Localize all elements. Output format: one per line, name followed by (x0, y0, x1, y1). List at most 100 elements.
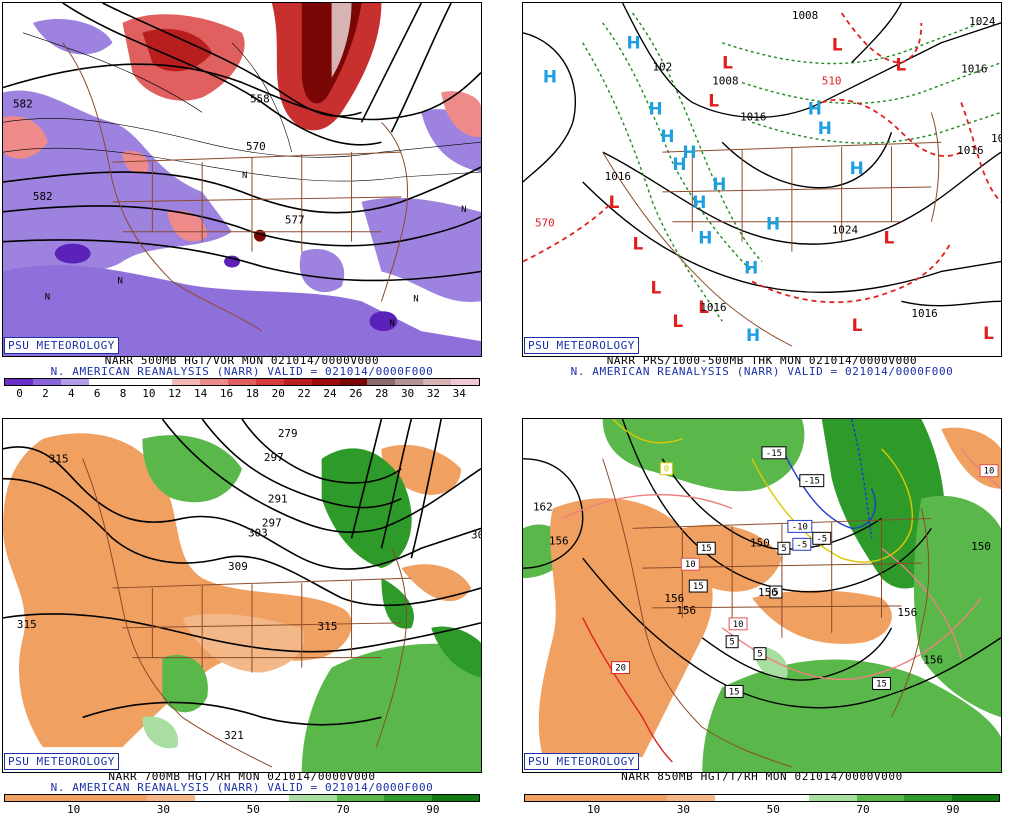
low-pressure-letter: L (609, 192, 620, 212)
contour-label: 309 (471, 528, 481, 541)
isobar-label: 1008 (712, 75, 738, 88)
temperature-value-label: 5 (781, 544, 786, 554)
colorbar-swatch (289, 795, 337, 801)
temperature-value-box (659, 462, 673, 476)
vorticity-min-letter: N (461, 205, 466, 215)
panel-700mb-hgt-rh: 315 279 297 291 297 303 309 309 315 315 … (2, 418, 482, 818)
high-pressure-letter: H (692, 192, 706, 212)
colorbar-tick-label: 30 (676, 803, 691, 816)
colorbar-tick-label: 34 (452, 387, 466, 400)
isobar-label: 1016 (961, 63, 987, 76)
colorbar-swatch (60, 379, 89, 385)
panel-850mb-hgt-t-rh: -15 -15 -10 -5 15 15 10 10 5 5 5 15 0 10 20 -5 15 5 162 1… (522, 418, 1002, 818)
high-pressure-letter: H (682, 142, 696, 162)
panel-subtitle: N. AMERICAN REANALYSIS (NARR) VALID = 02… (50, 781, 434, 794)
colorbar-swatch (88, 379, 117, 385)
low-pressure-letter: L (852, 315, 863, 335)
temperature-value-box (696, 541, 716, 555)
colorbar-tick-label: 12 (168, 387, 182, 400)
isobar-label: 1008 (792, 9, 818, 22)
low-pressure-letter: L (832, 35, 843, 55)
vorticity-colorbar (4, 378, 480, 386)
low-pressure-letter: L (708, 90, 719, 110)
temperature-value-label: -5 (816, 534, 827, 544)
isobar-label: 1024 (969, 15, 996, 28)
colorbar-swatch (431, 795, 480, 801)
temperature-value-label: 10 (685, 560, 696, 570)
colorbar-swatch (339, 379, 368, 385)
high-pressure-letter: H (543, 67, 557, 87)
low-pressure-letter: L (672, 311, 683, 331)
temperature-value-label: -10 (792, 522, 808, 532)
isobar-label: 1016 (911, 307, 937, 320)
colorbar-swatch (255, 379, 284, 385)
temperature-value-label: 15 (693, 582, 704, 592)
high-pressure-letter: H (660, 126, 674, 146)
temperature-value-label: 10 (984, 467, 995, 477)
colorbar-swatch (172, 379, 201, 385)
psu-meteorology-badge: PSU METEOROLOGY (4, 337, 119, 354)
vorticity-min-letter: N (242, 171, 247, 181)
colorbar-tick-label: 16 (219, 387, 234, 400)
temperature-value-box (725, 635, 739, 649)
isobar-label: 10 (991, 132, 1001, 145)
panel-subtitle: N. AMERICAN REANALYSIS (NARR) VALID = 02… (50, 365, 434, 378)
isobar-label: 102 (652, 61, 672, 74)
psu-meteorology-badge: PSU METEOROLOGY (524, 753, 639, 770)
colorbar-tick-label: 4 (67, 387, 75, 400)
colorbar-tick-labels: 10 30 50 70 90 (4, 803, 480, 816)
contour-label: 297 (264, 451, 284, 464)
colorbar-swatch (52, 795, 100, 801)
temperature-value-box (761, 446, 787, 460)
psu-meteorology-badge: PSU METEOROLOGY (524, 337, 639, 354)
high-pressure-letter: H (818, 118, 832, 138)
colorbar-tick-label: 70 (336, 803, 350, 816)
contour-label: 156 (923, 654, 943, 667)
temperature-value-label: 15 (876, 679, 887, 689)
low-pressure-letter: L (698, 297, 709, 317)
panel-subtitle: N. AMERICAN REANALYSIS (NARR) VALID = 02… (570, 365, 954, 378)
temperature-value-box (769, 585, 783, 599)
isobar-label: 1024 (832, 224, 859, 237)
colorbar-swatch (572, 795, 620, 801)
colorbar-tick-label: 8 (119, 387, 127, 400)
colorbar-swatch (147, 795, 195, 801)
contour-label: 303 (248, 526, 268, 539)
contour-label: 156 (549, 534, 569, 547)
contour-label: 315 (318, 620, 338, 633)
temperature-value-box (728, 617, 748, 631)
colorbar-tick-label: 70 (856, 803, 870, 816)
colorbar-tick-labels: 10 30 50 70 90 (524, 803, 1000, 816)
contour-label: 279 (278, 427, 298, 440)
contour-label: 315 (17, 618, 37, 631)
colorbar-swatch (194, 795, 243, 801)
high-pressure-letter: H (808, 98, 822, 118)
contour-label: 558 (250, 92, 270, 105)
colorbar-tick-label: 22 (297, 387, 311, 400)
temperature-value-box (680, 557, 700, 571)
colorbar-tick-labels: 0 2 4 6 8 10 12 14 16 18 20 22 24 26 28 30 32 34 (4, 387, 480, 400)
temperature-value-label: 5 (729, 638, 734, 648)
temperature-value-box (812, 531, 832, 545)
vorticity-min-letter: N (45, 292, 50, 302)
colorbar-tick-label: 0 (16, 387, 23, 400)
low-pressure-letter: L (983, 323, 994, 343)
colorbar-tick-label: 2 (42, 387, 49, 400)
map-500mb-vorticity: 582 558 570 582 577 N N N N N N (2, 2, 482, 357)
isobar-label: 1016 (957, 144, 983, 157)
temperature-value-label: 15 (729, 687, 740, 697)
panel-500mb-hgt-vor: 582 558 570 582 577 N N N N N N PSU METE… (2, 2, 482, 402)
colorbar-swatch (904, 795, 952, 801)
colorbar-tick-label: 28 (375, 387, 389, 400)
vorticity-min-letter: N (389, 319, 394, 329)
rh-colorbar (524, 794, 1000, 802)
contour-label: 291 (268, 493, 288, 506)
colorbar-tick-label: 90 (946, 803, 960, 816)
colorbar-swatch (5, 379, 33, 385)
colorbar-swatch (200, 379, 228, 385)
vorticity-min-letter: N (118, 276, 123, 286)
colorbar-tick-label: 10 (142, 387, 156, 400)
contour-label: 162 (533, 500, 553, 513)
